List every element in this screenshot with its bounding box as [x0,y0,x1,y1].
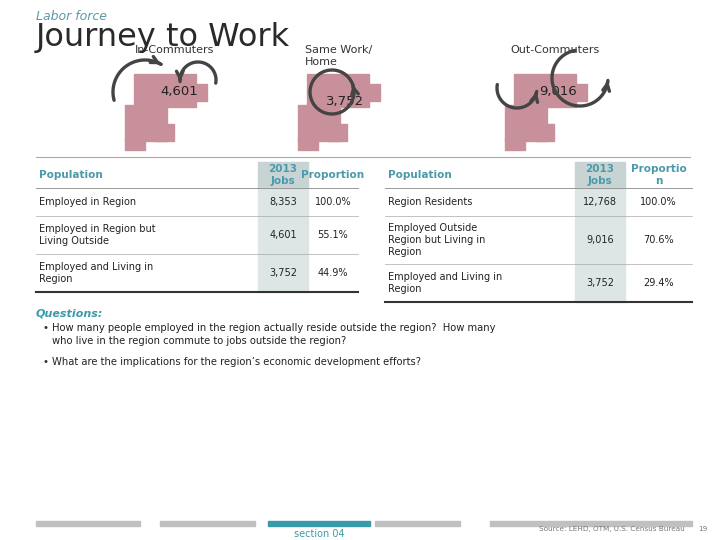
Text: Population: Population [39,170,103,180]
Bar [575,162,625,188]
Text: 3,752: 3,752 [326,96,364,109]
Text: 2013
Jobs: 2013 Jobs [269,164,297,186]
Text: 3,752: 3,752 [586,278,614,288]
Text: What are the implications for the region’s economic development efforts?: What are the implications for the region… [52,357,421,367]
Bar [297,105,341,140]
Text: section 04: section 04 [294,529,344,539]
Bar [258,188,308,216]
Bar [490,521,692,526]
Bar [36,521,140,526]
Bar [160,521,255,526]
Text: 12,768: 12,768 [583,197,617,207]
Text: •: • [42,357,48,367]
Bar [268,521,370,526]
Text: 4,601: 4,601 [269,230,297,240]
Text: 29.4%: 29.4% [643,278,674,288]
Text: Employed and Living in
Region: Employed and Living in Region [39,262,153,284]
Text: Out-Commuters: Out-Commuters [510,45,599,55]
Bar [505,105,547,140]
Bar [258,216,308,254]
Bar [155,124,174,140]
Text: 44.9%: 44.9% [318,268,348,278]
Bar [575,216,625,264]
Bar [125,139,145,150]
Text: 8,353: 8,353 [269,197,297,207]
Text: Labor force: Labor force [36,10,107,23]
Text: 9,016: 9,016 [539,85,577,98]
Text: 70.6%: 70.6% [643,235,674,245]
Text: 55.1%: 55.1% [318,230,348,240]
Text: 2013
Jobs: 2013 Jobs [585,164,614,186]
Bar [307,74,369,107]
Text: 3,752: 3,752 [269,268,297,278]
Text: Population: Population [388,170,451,180]
Text: Source: LEHD, OTM, U.S. Census Bureau: Source: LEHD, OTM, U.S. Census Bureau [539,526,685,532]
Text: Employed and Living in
Region: Employed and Living in Region [388,272,503,294]
Bar [125,105,167,140]
Text: 4,601: 4,601 [160,85,198,98]
Bar [535,124,554,140]
Text: •: • [42,323,48,333]
Bar [258,162,308,188]
Text: Employed in Region but
Living Outside: Employed in Region but Living Outside [39,224,156,246]
Text: Proportio
n: Proportio n [631,164,686,186]
Bar [366,84,380,100]
Text: 100.0%: 100.0% [640,197,677,207]
Bar [375,521,460,526]
Text: Proportion: Proportion [302,170,364,180]
Text: 9,016: 9,016 [586,235,614,245]
Bar [258,254,308,292]
Bar [328,124,347,140]
Bar [575,188,625,216]
Text: Employed Outside
Region but Living in
Region: Employed Outside Region but Living in Re… [388,222,485,258]
Bar [573,84,587,100]
Text: Employed in Region: Employed in Region [39,197,136,207]
Text: Region Residents: Region Residents [388,197,472,207]
Text: Same Work/
Home: Same Work/ Home [305,45,372,68]
Bar [134,74,196,107]
Text: 19: 19 [698,526,707,532]
Bar [514,74,576,107]
Bar [297,139,318,150]
Text: In-Commuters: In-Commuters [135,45,215,55]
Bar [575,264,625,302]
Bar [505,139,526,150]
Text: Journey to Work: Journey to Work [36,22,290,53]
Text: Questions:: Questions: [36,308,104,318]
Bar [193,84,207,100]
Text: 100.0%: 100.0% [315,197,351,207]
Text: How many people employed in the region actually reside outside the region?  How : How many people employed in the region a… [52,323,495,346]
